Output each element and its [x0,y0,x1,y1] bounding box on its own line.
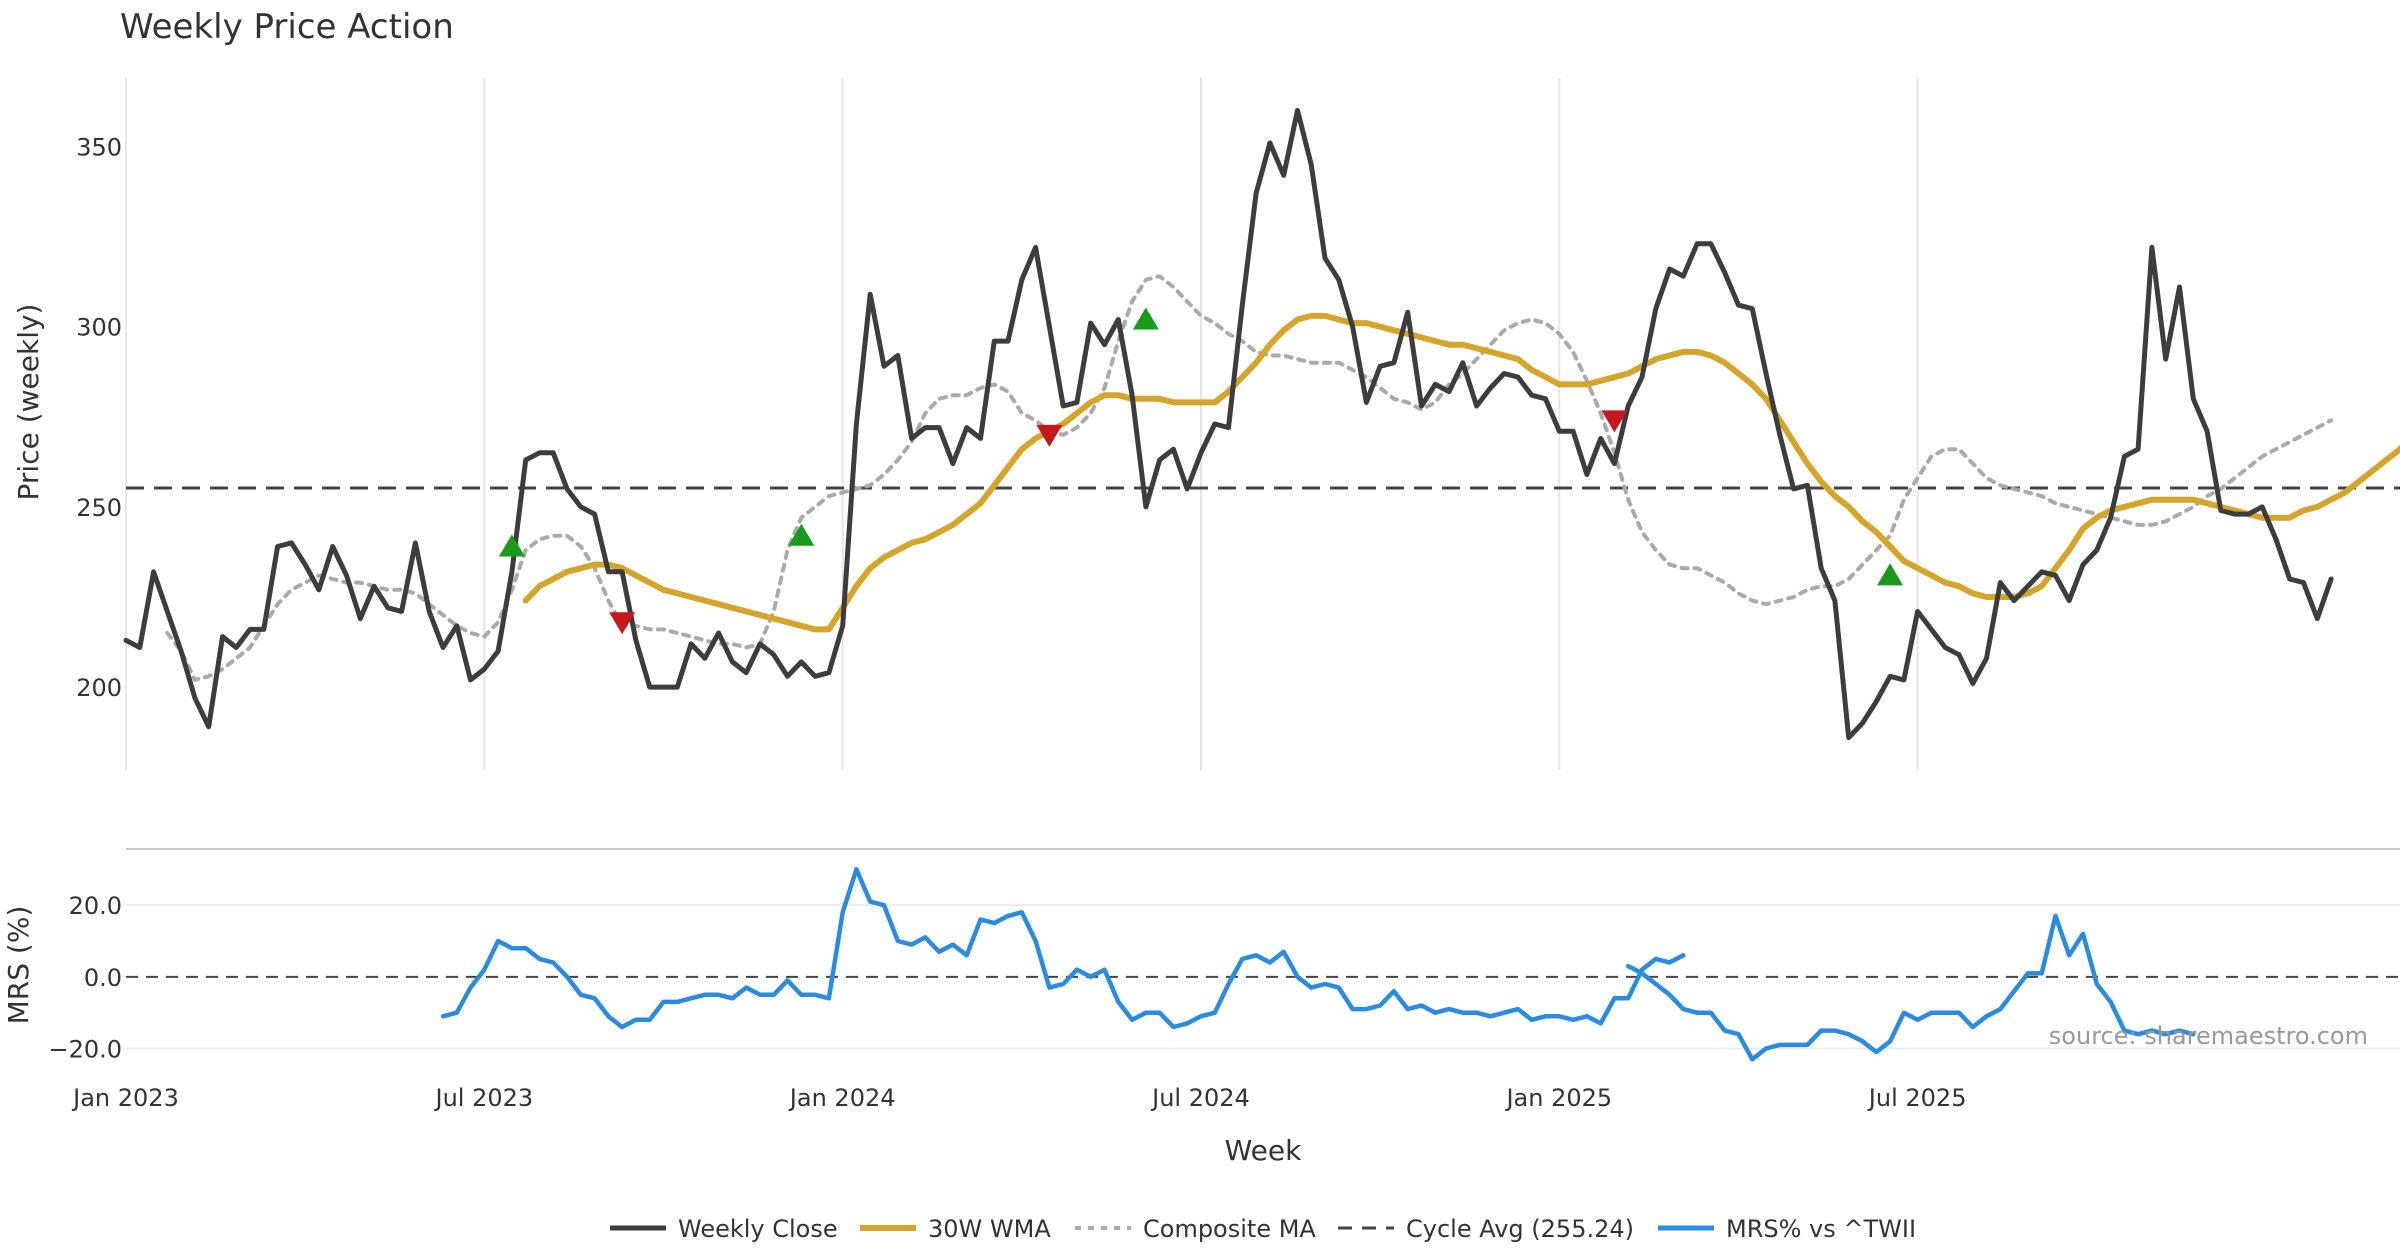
price-y-axis-label: Price (weekly) [12,304,45,501]
buy-signal-marker-0 [498,534,525,557]
price-gridlines [125,78,1919,770]
source-note: source: sharemaestro.com [2049,1022,2368,1050]
mrs-panel: 20.0 0.0 −20.0 MRS (%) source: sharemaestr… [2,867,2400,1064]
mrs-y-tick--20: −20.0 [48,1036,122,1064]
x-tick-jul-2023: Jul 2023 [433,1084,533,1112]
buy-signal-marker-1 [788,523,815,546]
sell-signal-marker-2 [1601,410,1628,433]
signal-markers [498,307,1904,635]
price-panel: 200 250 300 350 Price (weekly) [12,78,2400,770]
x-tick-jul-2025: Jul 2025 [1867,1084,1967,1112]
x-tick-jan-2023: Jan 2023 [71,1084,179,1112]
x-tick-jan-2025: Jan 2025 [1504,1084,1612,1112]
legend: Weekly Close 30W WMA Composite MA Cycle Avg… [610,1215,1916,1243]
legend-label-cycle-avg-255-24: Cycle Avg (255.24) [1406,1215,1634,1243]
price-y-tick-300: 300 [76,314,122,342]
mrs-y-axis-label: MRS (%) [2,906,35,1025]
mrs-y-tick-0: 0.0 [84,964,122,992]
x-axis-label: Week [1225,1134,1302,1167]
price-y-tick-350: 350 [76,133,122,161]
series-mrs-segment-1 [1625,913,2196,1062]
series-30w-wma [522,312,2400,633]
mrs-gridlines [126,904,2400,1050]
mrs-y-ticks: 20.0 0.0 −20.0 [48,892,122,1063]
series-weekly-close [123,107,2334,741]
price-y-tick-200: 200 [76,674,122,702]
mrs-y-tick-20: 20.0 [69,892,122,920]
series-mrs-segment-0 [440,867,1686,1030]
x-tick-jan-2024: Jan 2024 [788,1084,896,1112]
legend-label-weekly-close: Weekly Close [678,1215,838,1243]
legend-label-composite-ma: Composite MA [1143,1215,1316,1243]
sell-signal-marker-1 [1036,424,1063,447]
buy-signal-marker-3 [1877,563,1904,586]
legend-label-mrs-vs-twii: MRS% vs ^TWII [1726,1215,1916,1243]
price-series [123,107,2400,741]
mrs-series [440,867,2196,1062]
series-composite-ma [165,274,2334,682]
buy-signal-marker-2 [1132,307,1159,330]
legend-label-30w-wma: 30W WMA [928,1215,1051,1243]
price-y-tick-250: 250 [76,494,122,522]
chart-title: Weekly Price Action [120,7,454,47]
price-y-ticks: 200 250 300 350 [76,133,122,702]
x-tick-jul-2024: Jul 2024 [1150,1084,1250,1112]
x-ticks: Jan 2023 Jul 2023 Jan 2024 Jul 2024 Jan 2025… [71,1084,1966,1112]
sell-signal-marker-0 [609,612,636,635]
